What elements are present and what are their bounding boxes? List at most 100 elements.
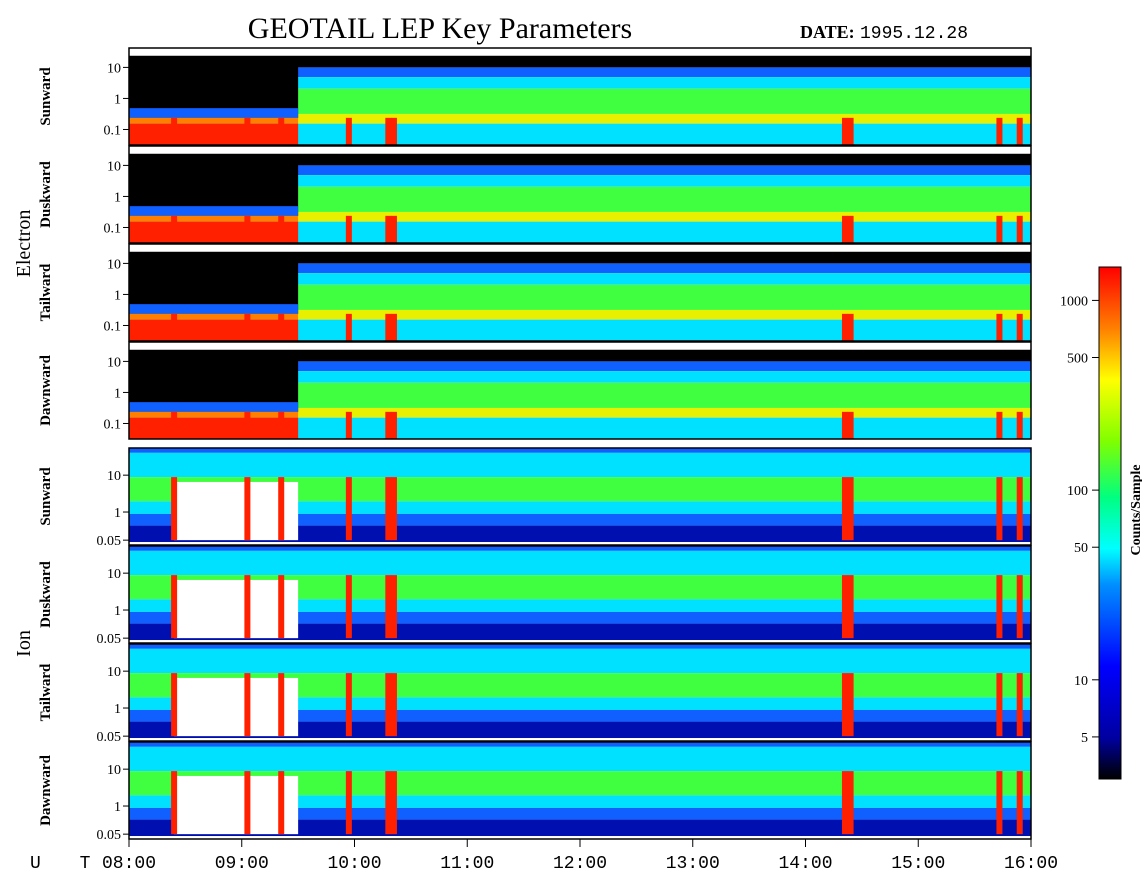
y-tick-label: 1 xyxy=(114,386,121,401)
event-streak xyxy=(278,411,285,439)
y-tick-label: 1 xyxy=(114,92,121,107)
panel-electron-tailward: 10 1 0.1 Tailward xyxy=(38,243,1032,342)
event-streak xyxy=(1016,215,1023,243)
event-streak xyxy=(996,771,1003,835)
y-tick-label: 1 xyxy=(114,702,121,717)
y-tick-label: 1 xyxy=(114,190,121,205)
early-orange-band xyxy=(129,313,299,320)
spectrogram-band xyxy=(129,361,1031,372)
spectrogram-band xyxy=(129,640,1031,643)
x-tick-label: 08:00 xyxy=(102,854,156,874)
event-streak xyxy=(847,215,854,243)
event-streak xyxy=(345,575,352,639)
early-gap-region xyxy=(174,481,299,541)
spectrogram-band xyxy=(129,175,1031,187)
date-label: DATE: xyxy=(800,22,855,42)
x-tick-label: 14:00 xyxy=(778,854,832,874)
early-red-band xyxy=(129,123,299,145)
x-tick-label: 12:00 xyxy=(553,854,607,874)
panel-name-label: Sunward xyxy=(38,67,54,126)
y-tick-label: 10 xyxy=(107,763,121,778)
event-streak xyxy=(171,673,178,737)
event-streak xyxy=(171,117,178,145)
spectrogram-band xyxy=(129,742,1031,747)
event-streak xyxy=(385,673,392,737)
panel-name-label: Dawnward xyxy=(38,354,54,425)
event-streak xyxy=(385,477,392,541)
early-blue-band xyxy=(129,402,299,412)
group-name-label: Electron xyxy=(13,210,35,278)
early-dark-region xyxy=(129,351,299,412)
early-blue-band xyxy=(129,108,299,118)
early-dark-region xyxy=(129,253,299,314)
spectrogram-band xyxy=(129,546,1031,551)
early-dark-region xyxy=(129,155,299,216)
event-streak xyxy=(278,117,285,145)
event-streak xyxy=(1016,411,1023,439)
spectrogram-band xyxy=(129,309,1031,320)
time-axis: U T 08:00 09:00 10:00 11:00 12:00 13:00 14:00 1… xyxy=(30,839,1058,874)
y-tick-label: 0.1 xyxy=(104,221,122,236)
colorbar: Counts/Sample 1000 500 100 50 10 5 xyxy=(1060,266,1142,780)
event-streak xyxy=(847,411,854,439)
spectrogram-band xyxy=(129,819,1031,837)
event-streak xyxy=(385,411,392,439)
event-streak xyxy=(278,477,285,541)
spectrogram-band xyxy=(129,623,1031,641)
panel-name-label: Dawnward xyxy=(38,754,54,825)
panel-name-label: Tailward xyxy=(38,263,54,321)
y-tick-label: 0.05 xyxy=(97,828,122,843)
event-streak xyxy=(847,477,854,541)
colorbar-tick-label: 50 xyxy=(1074,541,1088,556)
event-streak xyxy=(996,215,1003,243)
panel-frame xyxy=(128,145,1032,244)
spectrogram-band xyxy=(129,513,1031,526)
y-tick-label: 1 xyxy=(114,604,121,619)
event-streak xyxy=(278,313,285,341)
y-tick-label: 1 xyxy=(114,506,121,521)
panel-electron-sunward: 10 1 0.1 Sunward xyxy=(38,47,1032,146)
event-streak xyxy=(1016,771,1023,835)
event-streak xyxy=(278,673,285,737)
panel-ion-duskward: 10 1 0.05 Duskward xyxy=(38,545,1032,647)
event-streak xyxy=(390,117,397,145)
colorbar-tick-label: 1000 xyxy=(1060,294,1088,309)
spectrogram-band xyxy=(129,55,1031,68)
event-streak xyxy=(345,215,352,243)
event-streak xyxy=(385,771,392,835)
y-tick-label: 0.05 xyxy=(97,534,122,549)
event-streak xyxy=(1016,313,1023,341)
colorbar-label: Counts/Sample xyxy=(1129,464,1142,555)
event-streak xyxy=(171,215,178,243)
spectrogram-band xyxy=(129,221,1031,243)
spectrogram-band xyxy=(129,417,1031,439)
event-streak xyxy=(841,117,848,145)
y-tick-label: 0.1 xyxy=(104,319,122,334)
y-tick-label: 10 xyxy=(107,257,121,272)
spectrogram-band xyxy=(129,349,1031,362)
spectrogram-band xyxy=(129,146,1031,154)
spectrogram-band xyxy=(129,807,1031,820)
panel-frame xyxy=(128,47,1032,146)
spectrogram-band xyxy=(129,319,1031,341)
x-tick-label: 09:00 xyxy=(215,854,269,874)
event-streak xyxy=(996,411,1003,439)
event-streak xyxy=(847,771,854,835)
event-streak xyxy=(278,215,285,243)
event-streak xyxy=(1016,477,1023,541)
early-orange-band xyxy=(129,215,299,222)
group-labels: Electron Ion xyxy=(13,210,35,657)
y-tick-label: 10 xyxy=(107,567,121,582)
event-streak xyxy=(171,477,178,541)
early-red-band xyxy=(129,417,299,439)
event-streak xyxy=(841,771,848,835)
y-tick-label: 10 xyxy=(107,665,121,680)
event-streak xyxy=(171,575,178,639)
spectrogram-band xyxy=(129,448,1031,453)
panel-electron-duskward: 10 1 0.1 Duskward xyxy=(38,145,1032,244)
spectrogram-band xyxy=(129,599,1031,612)
event-streak xyxy=(996,477,1003,541)
event-streak xyxy=(345,673,352,737)
event-streak xyxy=(244,411,251,439)
spectrogram-band xyxy=(129,153,1031,166)
